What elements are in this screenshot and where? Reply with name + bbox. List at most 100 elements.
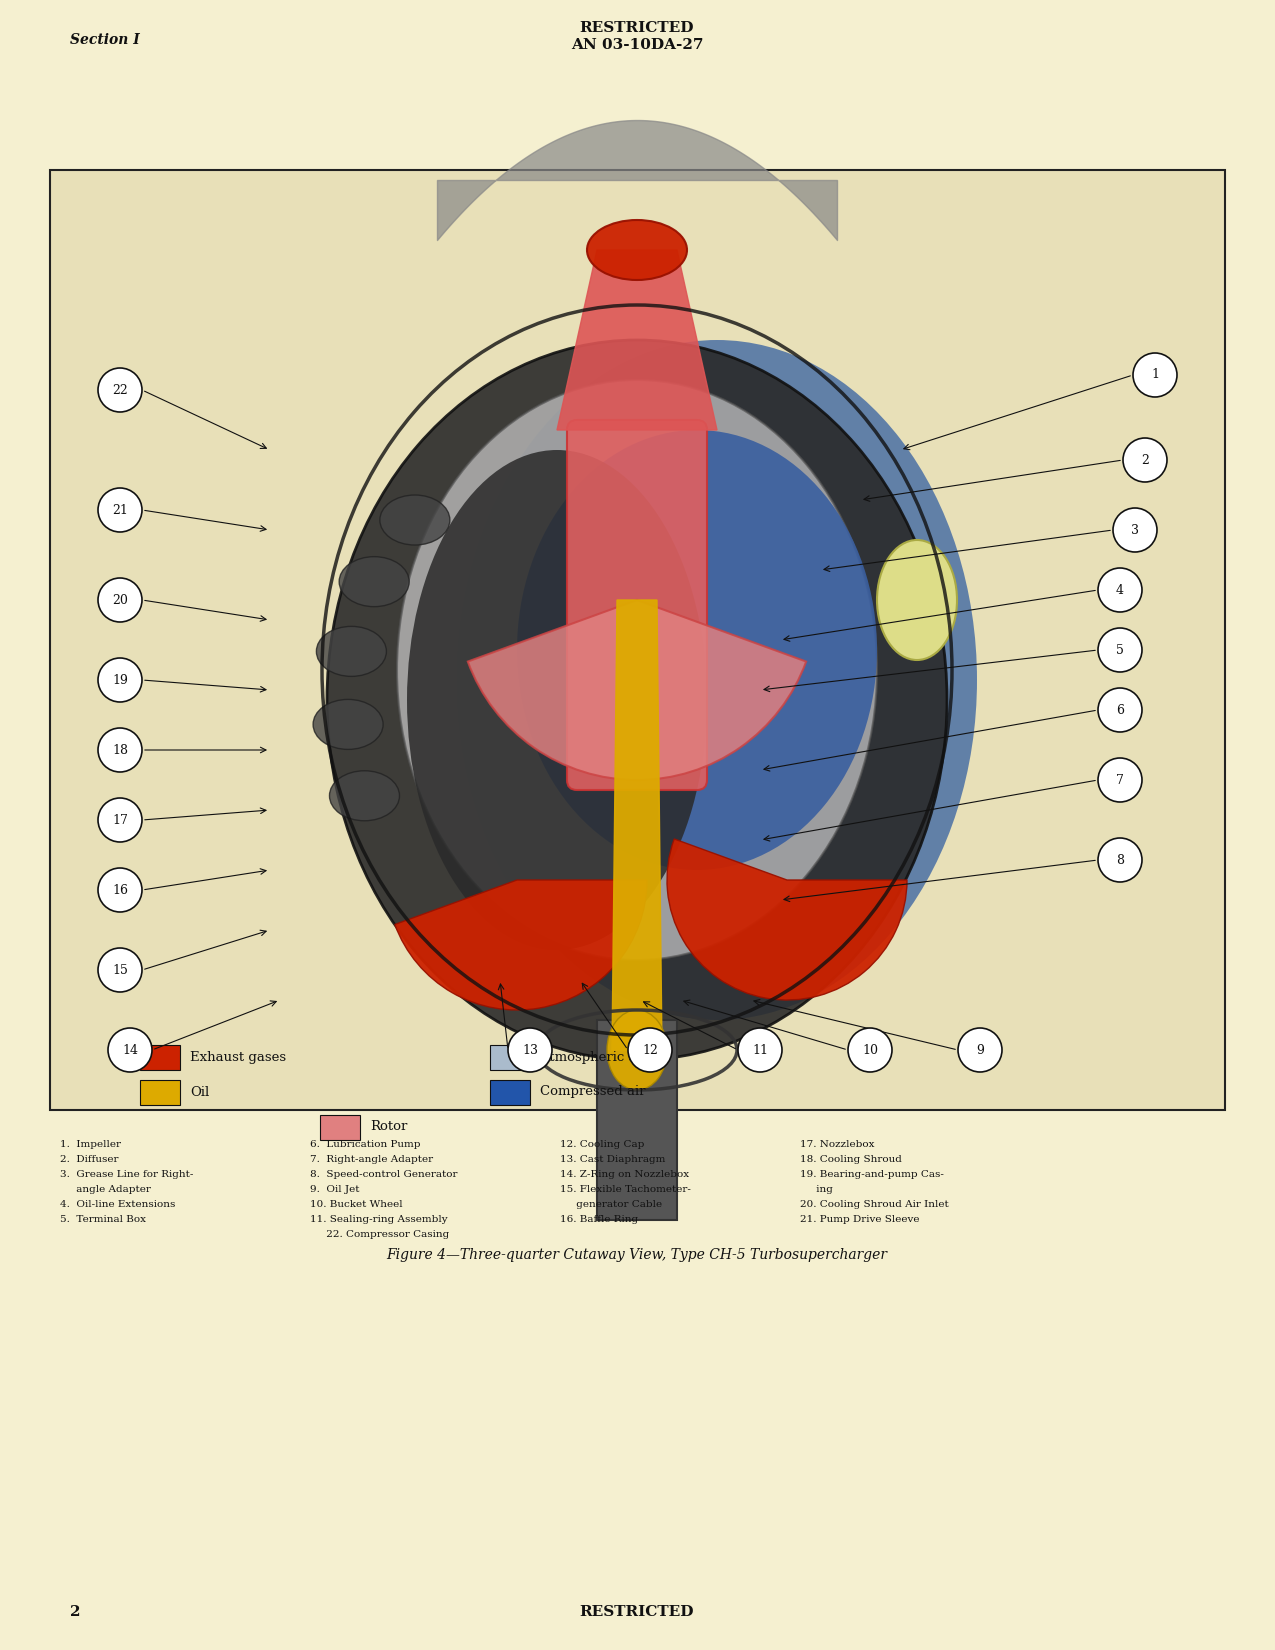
Circle shape [1098, 838, 1142, 883]
Text: Exhaust gases: Exhaust gases [190, 1051, 286, 1064]
Text: 11. Sealing-ring Assembly: 11. Sealing-ring Assembly [310, 1214, 448, 1224]
Text: 7.  Right-angle Adapter: 7. Right-angle Adapter [310, 1155, 434, 1163]
Circle shape [98, 488, 142, 531]
Circle shape [98, 868, 142, 912]
Circle shape [98, 728, 142, 772]
Polygon shape [557, 251, 717, 431]
Circle shape [98, 658, 142, 701]
Text: 1.  Impeller: 1. Impeller [60, 1140, 121, 1148]
Text: 6.  Lubrication Pump: 6. Lubrication Pump [310, 1140, 421, 1148]
Polygon shape [612, 601, 662, 1049]
Ellipse shape [339, 556, 409, 607]
Circle shape [958, 1028, 1002, 1072]
Circle shape [848, 1028, 892, 1072]
Text: Rotor: Rotor [370, 1120, 408, 1134]
Text: 2: 2 [1141, 454, 1149, 467]
Text: 14. Z-Ring on Nozzlebox: 14. Z-Ring on Nozzlebox [560, 1170, 688, 1180]
Circle shape [629, 1028, 672, 1072]
Text: Figure 4—Three-quarter Cutaway View, Type CH-5 Turbosupercharger: Figure 4—Three-quarter Cutaway View, Typ… [386, 1247, 887, 1262]
Ellipse shape [314, 700, 382, 749]
Text: 21. Pump Drive Sleeve: 21. Pump Drive Sleeve [799, 1214, 919, 1224]
Text: 12. Cooling Cap: 12. Cooling Cap [560, 1140, 644, 1148]
Bar [490, 1044, 530, 1069]
Circle shape [1133, 353, 1177, 398]
Wedge shape [468, 601, 806, 780]
Circle shape [1098, 629, 1142, 672]
Text: 22. Compressor Casing: 22. Compressor Casing [310, 1229, 449, 1239]
Wedge shape [395, 879, 646, 1010]
Bar [490, 1081, 530, 1106]
Bar [140, 1081, 180, 1106]
Ellipse shape [456, 340, 977, 1020]
Text: 8: 8 [1116, 853, 1125, 866]
Ellipse shape [607, 1010, 667, 1091]
Text: 9: 9 [977, 1043, 984, 1056]
Circle shape [1123, 437, 1167, 482]
Text: 9.  Oil Jet: 9. Oil Jet [310, 1185, 360, 1195]
Text: 5: 5 [1116, 644, 1125, 657]
Text: 5.  Terminal Box: 5. Terminal Box [60, 1214, 147, 1224]
Text: 19. Bearing-and-pump Cas-: 19. Bearing-and-pump Cas- [799, 1170, 944, 1180]
Circle shape [1098, 688, 1142, 733]
Text: generator Cable: generator Cable [560, 1200, 662, 1209]
Wedge shape [667, 838, 907, 1000]
Text: 22: 22 [112, 383, 128, 396]
Text: angle Adapter: angle Adapter [60, 1185, 150, 1195]
Bar [140, 1044, 180, 1069]
Text: 3.  Grease Line for Right-: 3. Grease Line for Right- [60, 1170, 194, 1180]
Ellipse shape [397, 380, 877, 960]
Text: 13. Cast Diaphragm: 13. Cast Diaphragm [560, 1155, 666, 1163]
Circle shape [98, 949, 142, 992]
Text: 3: 3 [1131, 523, 1139, 536]
Ellipse shape [316, 627, 386, 676]
Text: Atmospheric air: Atmospheric air [541, 1051, 646, 1064]
Text: 21: 21 [112, 503, 128, 516]
Ellipse shape [380, 495, 450, 544]
Text: 2.  Diffuser: 2. Diffuser [60, 1155, 119, 1163]
Ellipse shape [586, 219, 687, 280]
Text: 1: 1 [1151, 368, 1159, 381]
Text: 15: 15 [112, 964, 128, 977]
Text: 8.  Speed-control Generator: 8. Speed-control Generator [310, 1170, 458, 1180]
Text: 15. Flexible Tachometer-: 15. Flexible Tachometer- [560, 1185, 691, 1195]
Text: RESTRICTED: RESTRICTED [580, 1605, 695, 1619]
Text: 17. Nozzlebox: 17. Nozzlebox [799, 1140, 875, 1148]
Circle shape [738, 1028, 782, 1072]
Text: 19: 19 [112, 673, 128, 686]
Text: 16. Baffle Ring: 16. Baffle Ring [560, 1214, 638, 1224]
Text: 16: 16 [112, 883, 128, 896]
Text: 17: 17 [112, 813, 128, 827]
Text: Section I: Section I [70, 33, 140, 46]
Text: 4: 4 [1116, 584, 1125, 597]
Circle shape [1098, 568, 1142, 612]
Text: Compressed air: Compressed air [541, 1086, 645, 1099]
Circle shape [108, 1028, 152, 1072]
Text: 7: 7 [1116, 774, 1125, 787]
Bar [320, 1115, 360, 1140]
Text: 12: 12 [643, 1043, 658, 1056]
Bar [50, 170, 1225, 1110]
Text: RESTRICTED: RESTRICTED [580, 21, 695, 35]
Ellipse shape [407, 450, 708, 950]
Text: 18. Cooling Shroud: 18. Cooling Shroud [799, 1155, 901, 1163]
Text: 18: 18 [112, 744, 128, 756]
Text: 6: 6 [1116, 703, 1125, 716]
Text: 13: 13 [521, 1043, 538, 1056]
Circle shape [1113, 508, 1156, 553]
Circle shape [98, 368, 142, 412]
Text: AN 03-10DA-27: AN 03-10DA-27 [571, 38, 704, 53]
Circle shape [98, 578, 142, 622]
Text: 20. Cooling Shroud Air Inlet: 20. Cooling Shroud Air Inlet [799, 1200, 949, 1209]
Text: 14: 14 [122, 1043, 138, 1056]
Text: 11: 11 [752, 1043, 768, 1056]
Bar [597, 1020, 677, 1219]
Ellipse shape [877, 540, 958, 660]
Ellipse shape [516, 431, 877, 870]
Ellipse shape [326, 340, 947, 1059]
Text: 4.  Oil-line Extensions: 4. Oil-line Extensions [60, 1200, 176, 1209]
Text: Oil: Oil [190, 1086, 209, 1099]
Text: 20: 20 [112, 594, 128, 607]
Text: 10. Bucket Wheel: 10. Bucket Wheel [310, 1200, 403, 1209]
Ellipse shape [329, 771, 399, 820]
Text: ing: ing [799, 1185, 833, 1195]
